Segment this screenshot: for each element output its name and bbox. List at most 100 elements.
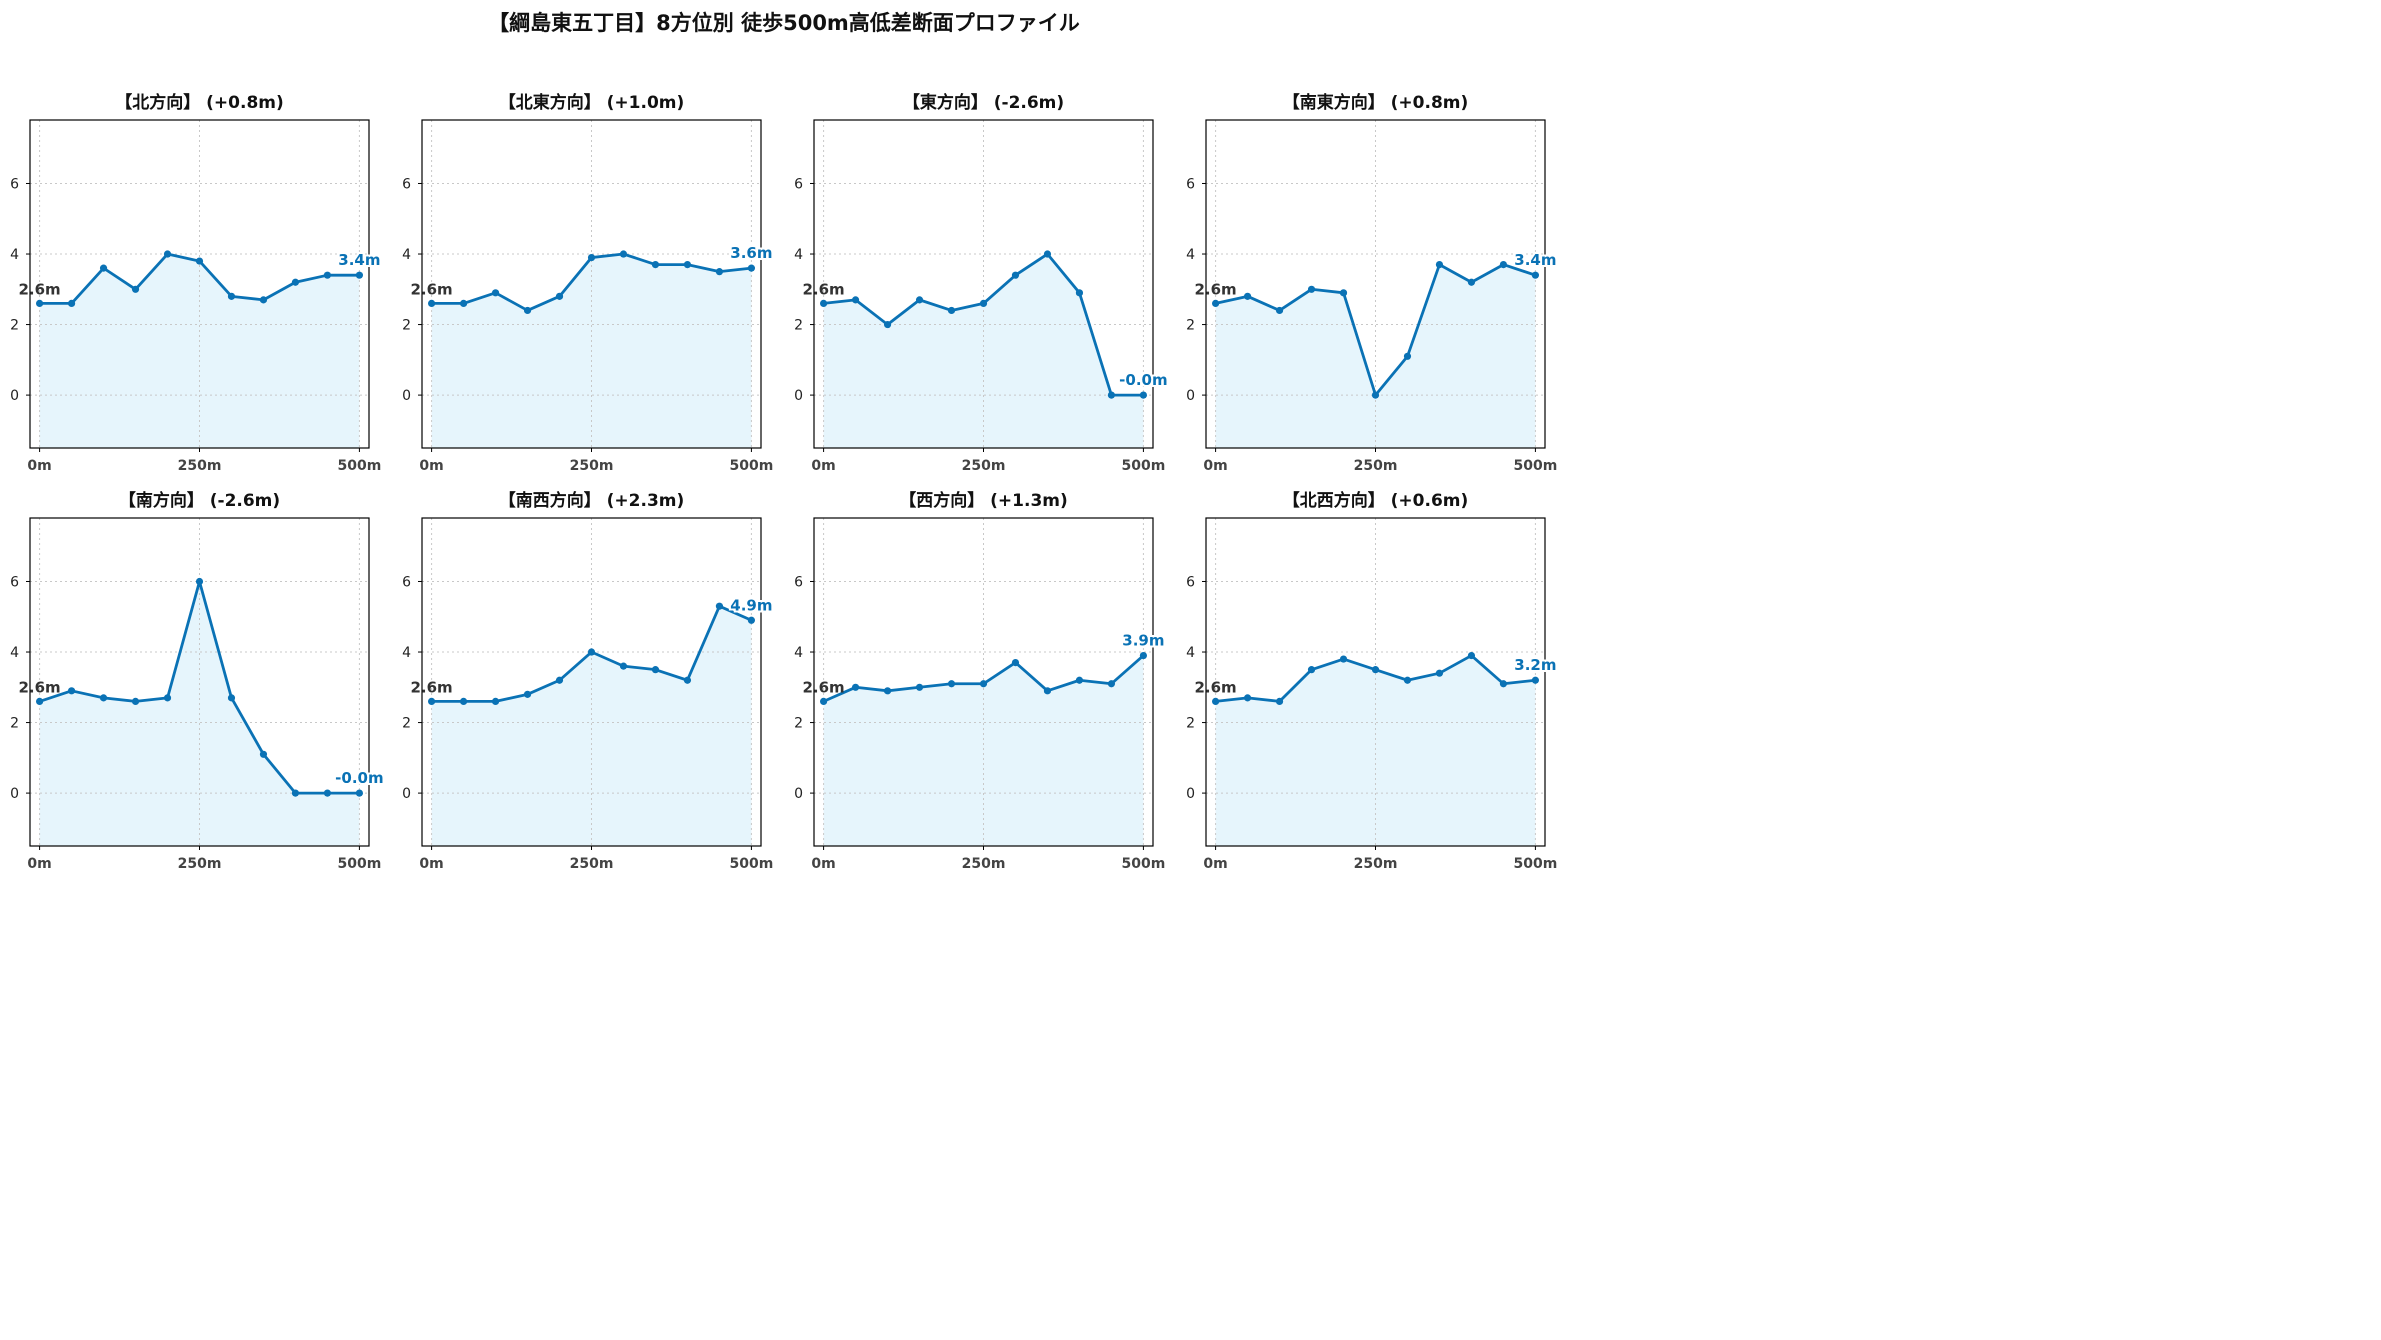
y-tick-label: 2 — [1186, 318, 1195, 334]
data-point — [355, 789, 364, 797]
x-tick-label: 250m — [1354, 856, 1398, 872]
data-point — [1371, 666, 1380, 674]
data-point — [1043, 687, 1052, 695]
data-point — [915, 296, 924, 304]
y-tick-label: 6 — [10, 574, 19, 590]
x-tick-label: 500m — [337, 458, 381, 474]
y-tick-label: 4 — [402, 645, 411, 661]
y-tick-label: 0 — [10, 388, 19, 404]
data-point — [227, 292, 236, 300]
x-tick-label: 0m — [811, 856, 835, 872]
panel-2: 【北東方向】 (+1.0m) 0m 250m 500m 0 2 4 6 2.6m 3.6m — [402, 92, 774, 474]
data-point — [1403, 352, 1412, 360]
y-tick-label: 6 — [794, 176, 803, 192]
end-elevation-label: -0.0m — [1119, 371, 1167, 389]
y-tick-label: 0 — [1186, 388, 1195, 404]
x-tick-label: 250m — [178, 856, 222, 872]
data-point — [1275, 306, 1284, 315]
data-point — [1435, 669, 1444, 677]
y-tick-label: 4 — [1186, 645, 1195, 661]
data-point — [1011, 659, 1020, 667]
data-point — [355, 271, 364, 279]
data-point — [523, 690, 532, 698]
y-tick-label: 2 — [1186, 716, 1195, 732]
x-tick-label: 250m — [1354, 458, 1398, 474]
start-elevation-label: 2.6m — [18, 678, 60, 696]
y-tick-label: 6 — [402, 574, 411, 590]
y-tick-label: 0 — [1186, 786, 1195, 802]
x-tick-label: 0m — [419, 856, 443, 872]
x-tick-label: 0m — [27, 458, 51, 474]
data-point — [427, 299, 436, 307]
data-point — [1139, 651, 1148, 660]
data-point — [587, 648, 596, 656]
data-point — [1139, 391, 1148, 399]
panel-title: 【南西方向】 (+2.3m) — [499, 490, 685, 511]
data-point — [491, 289, 500, 297]
data-point — [99, 264, 108, 272]
panel-title: 【南方向】 (-2.6m) — [119, 490, 280, 511]
x-tick-label: 500m — [1121, 856, 1165, 872]
data-point — [1435, 261, 1444, 269]
end-elevation-label: 3.2m — [1514, 656, 1556, 674]
x-tick-label: 500m — [729, 856, 773, 872]
y-tick-label: 0 — [794, 388, 803, 404]
data-point — [1107, 391, 1116, 399]
y-tick-label: 0 — [10, 786, 19, 802]
x-tick-label: 250m — [570, 856, 614, 872]
data-point — [323, 789, 332, 797]
data-point — [131, 697, 140, 705]
x-tick-label: 250m — [570, 458, 614, 474]
data-point — [259, 750, 268, 758]
panel-4: 【南東方向】 (+0.8m) 0m 250m 500m 0 2 4 6 2.6m 3.4m — [1186, 92, 1558, 474]
data-point — [1211, 697, 1220, 705]
end-elevation-label: 3.6m — [730, 244, 772, 262]
y-tick-label: 2 — [10, 716, 19, 732]
data-point — [1307, 285, 1316, 293]
end-elevation-label: 4.9m — [730, 596, 772, 614]
data-point — [1107, 680, 1116, 688]
profile-area — [823, 655, 1144, 846]
x-tick-label: 0m — [1203, 856, 1227, 872]
data-point — [1211, 299, 1220, 307]
x-tick-label: 500m — [337, 856, 381, 872]
data-point — [851, 296, 860, 304]
x-tick-label: 500m — [729, 458, 773, 474]
data-point — [1043, 250, 1052, 258]
data-point — [715, 602, 724, 610]
data-point — [819, 299, 828, 307]
y-tick-label: 0 — [794, 786, 803, 802]
panel-title: 【北西方向】 (+0.6m) — [1283, 490, 1469, 511]
data-point — [979, 680, 988, 688]
data-point — [619, 662, 628, 670]
y-tick-label: 6 — [1186, 574, 1195, 590]
data-point — [35, 299, 44, 307]
data-point — [947, 680, 956, 688]
x-tick-label: 0m — [419, 458, 443, 474]
data-point — [1403, 676, 1412, 684]
data-point — [1531, 676, 1540, 684]
data-point — [683, 261, 692, 269]
x-tick-label: 500m — [1513, 458, 1557, 474]
data-point — [747, 264, 756, 272]
data-point — [1243, 694, 1252, 702]
y-tick-label: 4 — [402, 247, 411, 263]
end-elevation-label: 3.4m — [338, 251, 380, 269]
data-point — [587, 253, 596, 262]
start-elevation-label: 2.6m — [802, 280, 844, 298]
data-point — [67, 299, 76, 307]
profile-area — [1215, 264, 1536, 448]
data-point — [1499, 680, 1508, 688]
end-elevation-label: -0.0m — [335, 769, 383, 787]
panel-6: 【南西方向】 (+2.3m) 0m 250m 500m 0 2 4 6 2.6m 4.9m — [402, 490, 774, 872]
y-tick-label: 2 — [794, 318, 803, 334]
panel-title: 【西方向】 (+1.3m) — [899, 490, 1068, 511]
data-point — [1075, 289, 1084, 297]
y-tick-label: 4 — [10, 645, 19, 661]
data-point — [291, 278, 300, 286]
data-point — [1275, 697, 1284, 705]
panels-grid: 【北方向】 (+0.8m) 0m 250m 500m 0 2 4 6 2.6m 3.4m 【北東方向… — [10, 92, 1558, 872]
x-tick-label: 500m — [1121, 458, 1165, 474]
data-point — [883, 320, 892, 329]
data-point — [883, 687, 892, 695]
